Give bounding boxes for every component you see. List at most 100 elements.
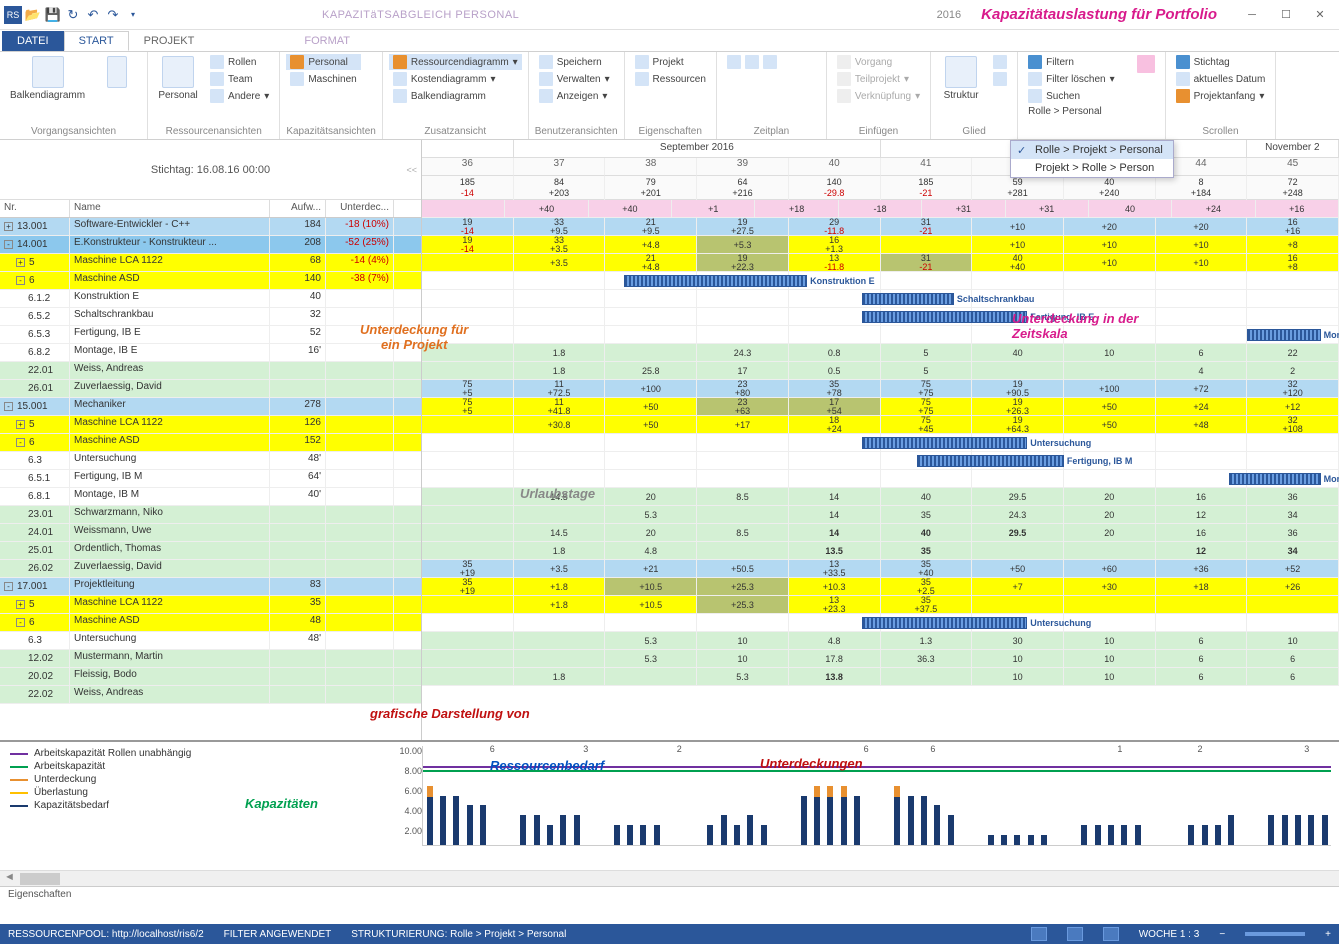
timeline-row: 14.5208.5144029.5201636 (422, 524, 1339, 542)
table-row[interactable]: +5 Maschine LCA 1122 126 (0, 416, 421, 434)
status-icon-3[interactable] (1103, 927, 1119, 941)
btn-personal[interactable]: Personal (154, 54, 202, 103)
table-row[interactable]: 6.8.1 Montage, IB M 40' (0, 488, 421, 506)
year-label: 2016 (937, 9, 961, 21)
table-row[interactable]: 23.01 Schwarzmann, Niko (0, 506, 421, 524)
btn-balkendiagramm[interactable]: Balkendiagramm (6, 54, 89, 103)
timeline-row: 35+19+3.5+21+50.513+33.535+40+50+60+36+5… (422, 560, 1339, 578)
tab-format[interactable]: FORMAT (289, 31, 365, 51)
table-row[interactable]: -6 Maschine ASD 48 (0, 614, 421, 632)
table-row[interactable]: -14.001 E.Konstrukteur - Konstrukteur ..… (0, 236, 421, 254)
table-row[interactable]: +5 Maschine LCA 1122 68 -14 (4%) (0, 254, 421, 272)
btn-teilprojekt[interactable]: Teilprojekt ▾ (833, 71, 924, 87)
chart-plot: 63266123 (422, 746, 1331, 846)
chart-pane: Arbeitskapazität Rollen unabhängigArbeit… (0, 740, 1339, 870)
table-row[interactable]: 22.01 Weiss, Andreas (0, 362, 421, 380)
table-row[interactable]: 25.01 Ordentlich, Thomas (0, 542, 421, 560)
qa-dropdown-icon[interactable]: ▾ (124, 6, 142, 24)
table-row[interactable]: 6.5.1 Fertigung, IB M 64' (0, 470, 421, 488)
dd-item-2[interactable]: Projekt > Rolle > Person (1011, 159, 1173, 177)
btn-balkendiag2[interactable]: Balkendiagramm (389, 88, 522, 104)
table-row[interactable]: -6 Maschine ASD 152 (0, 434, 421, 452)
btn-rolle-personal[interactable]: Rolle > Personal (1024, 105, 1119, 118)
timeline-row: +3.521+4.819+22.313-11.831-2140+40+10+10… (422, 254, 1339, 272)
btn-filtern[interactable]: Filtern (1024, 54, 1119, 70)
ribbon-tabs: DATEI START PROJEKT FORMAT (0, 30, 1339, 52)
qa-open-icon[interactable]: 📂 (24, 6, 42, 24)
timeline-row: 5.3143524.3201234 (422, 506, 1339, 524)
dd-item-1[interactable]: Rolle > Projekt > Personal (1011, 141, 1173, 159)
table-row[interactable]: +5 Maschine LCA 1122 35 (0, 596, 421, 614)
btn-more1[interactable] (93, 54, 141, 90)
timeline-pane: September 2016Oktober 2016November 2 363… (422, 140, 1339, 740)
table-row[interactable]: 26.01 Zuverlaessig, David (0, 380, 421, 398)
timeline-row: Montage, IB M (422, 470, 1339, 488)
table-row[interactable]: 26.02 Zuverlaessig, David (0, 560, 421, 578)
btn-team[interactable]: Team (206, 71, 273, 87)
btn-kap-personal[interactable]: Personal (286, 54, 360, 70)
btn-vorgang[interactable]: Vorgang (833, 54, 924, 70)
ribbon: Balkendiagramm Vorgangsansichten Persona… (0, 52, 1339, 140)
collapse-icon[interactable]: << (406, 165, 417, 175)
timeline-row: 75+511+72.5+10023+8035+7875+7519+90.5+10… (422, 380, 1339, 398)
btn-projektanfang[interactable]: Projektanfang ▾ (1172, 88, 1270, 104)
zoom-out-icon[interactable]: − (1219, 929, 1225, 940)
btn-kostendiag[interactable]: Kostendiagramm ▾ (389, 71, 522, 87)
table-row[interactable]: 22.02 Weiss, Andreas (0, 686, 421, 704)
btn-rollen[interactable]: Rollen (206, 54, 273, 70)
table-row[interactable]: -15.001 Mechaniker 278 (0, 398, 421, 416)
table-row[interactable]: 6.5.3 Fertigung, IB E 52 (0, 326, 421, 344)
btn-struktur[interactable]: Struktur (937, 54, 985, 103)
tab-file[interactable]: DATEI (2, 31, 64, 51)
context-tab-label: KAPAZITäTSABGLEICH PERSONAL (322, 9, 519, 21)
table-row[interactable]: 12.02 Mustermann, Martin (0, 650, 421, 668)
status-bar: RESSOURCENPOOL: http://localhost/ris6/2 … (0, 924, 1339, 944)
btn-anzeigen[interactable]: Anzeigen ▾ (535, 88, 614, 104)
timeline-row: +40+40+1+18-18+31+3140+24+16 (422, 200, 1339, 218)
btn-verwalten[interactable]: Verwalten ▾ (535, 71, 614, 87)
table-row[interactable]: -6 Maschine ASD 140 -38 (7%) (0, 272, 421, 290)
timeline-row: Fertigung, IB E (422, 308, 1339, 326)
qa-undo-icon[interactable]: ↶ (84, 6, 102, 24)
main-area: Stichtag: 16.08.16 00:00 << Nr. Name Auf… (0, 140, 1339, 740)
tab-start[interactable]: START (64, 31, 129, 51)
zeitplan-icons[interactable] (723, 54, 781, 70)
table-row[interactable]: +13.001 Software-Entwickler - C++ 184 -1… (0, 218, 421, 236)
maximize-icon[interactable]: ☐ (1271, 5, 1301, 25)
btn-aktuelles-datum[interactable]: aktuelles Datum (1172, 71, 1270, 87)
zoom-in-icon[interactable]: + (1325, 929, 1331, 940)
table-row[interactable]: 6.5.2 Schaltschrankbau 32 (0, 308, 421, 326)
app-icon: RS (4, 6, 22, 24)
timeline-row: 14.5208.5144029.5201636 (422, 488, 1339, 506)
qa-save-icon[interactable]: 💾 (44, 6, 62, 24)
table-row[interactable]: 6.3 Untersuchung 48' (0, 452, 421, 470)
close-icon[interactable]: ✕ (1305, 5, 1335, 25)
btn-ressourcen[interactable]: Ressourcen (631, 71, 710, 87)
table-row[interactable]: 20.02 Fleissig, Bodo (0, 668, 421, 686)
status-icon-1[interactable] (1031, 927, 1047, 941)
btn-verknuepfung[interactable]: Verknüpfung ▾ (833, 88, 924, 104)
timeline-row: 75+511+41.8+5023+6317+5475+7519+26.3+50+… (422, 398, 1339, 416)
btn-filter-loeschen[interactable]: Filter löschen ▾ (1024, 71, 1119, 87)
status-icon-2[interactable] (1067, 927, 1083, 941)
table-row[interactable]: 6.3 Untersuchung 48' (0, 632, 421, 650)
btn-kap-maschinen[interactable]: Maschinen (286, 71, 360, 87)
table-row[interactable]: 6.1.2 Konstruktion E 40 (0, 290, 421, 308)
qa-refresh-icon[interactable]: ↻ (64, 6, 82, 24)
minimize-icon[interactable]: ─ (1237, 5, 1267, 25)
btn-projekt[interactable]: Projekt (631, 54, 710, 70)
table-row[interactable]: -17.001 Projektleitung 83 (0, 578, 421, 596)
properties-row[interactable]: Eigenschaften (0, 886, 1339, 906)
stichtag-row: Stichtag: 16.08.16 00:00 << (0, 140, 421, 200)
timeline-row: 5.31017.836.3101066 (422, 650, 1339, 668)
btn-andere[interactable]: Andere ▾ (206, 88, 273, 104)
tab-projekt[interactable]: PROJEKT (129, 31, 210, 51)
h-scrollbar[interactable]: ◄ (0, 870, 1339, 886)
table-row[interactable]: 24.01 Weissmann, Uwe (0, 524, 421, 542)
btn-stichtag[interactable]: Stichtag (1172, 54, 1270, 70)
btn-speichern[interactable]: Speichern (535, 54, 614, 70)
qa-redo-icon[interactable]: ↷ (104, 6, 122, 24)
btn-ressourcendiag[interactable]: Ressourcendiagramm ▾ (389, 54, 522, 70)
table-row[interactable]: 6.8.2 Montage, IB E 16' (0, 344, 421, 362)
btn-suchen[interactable]: Suchen (1024, 88, 1119, 104)
